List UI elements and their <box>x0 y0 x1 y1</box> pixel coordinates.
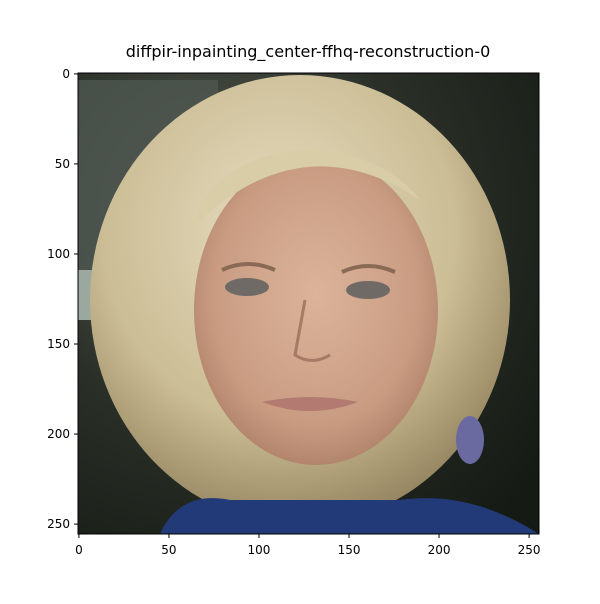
x-tick-label: 0 <box>75 543 83 557</box>
x-tick-label: 250 <box>518 543 541 557</box>
x-tick-label: 150 <box>338 543 361 557</box>
x-tick-label: 200 <box>428 543 451 557</box>
image <box>78 73 539 534</box>
y-tick-label: 200 <box>47 427 70 441</box>
y-tick-label: 100 <box>47 247 70 261</box>
x-tick-label: 100 <box>248 543 271 557</box>
y-tick-label: 50 <box>55 157 70 171</box>
y-tick-label: 250 <box>47 517 70 531</box>
y-tick-label: 0 <box>62 67 70 81</box>
axes-frame <box>77 72 540 535</box>
x-tick-label: 50 <box>161 543 176 557</box>
chart-title: diffpir-inpainting_center-ffhq-reconstru… <box>126 42 491 62</box>
y-tick-label: 150 <box>47 337 70 351</box>
